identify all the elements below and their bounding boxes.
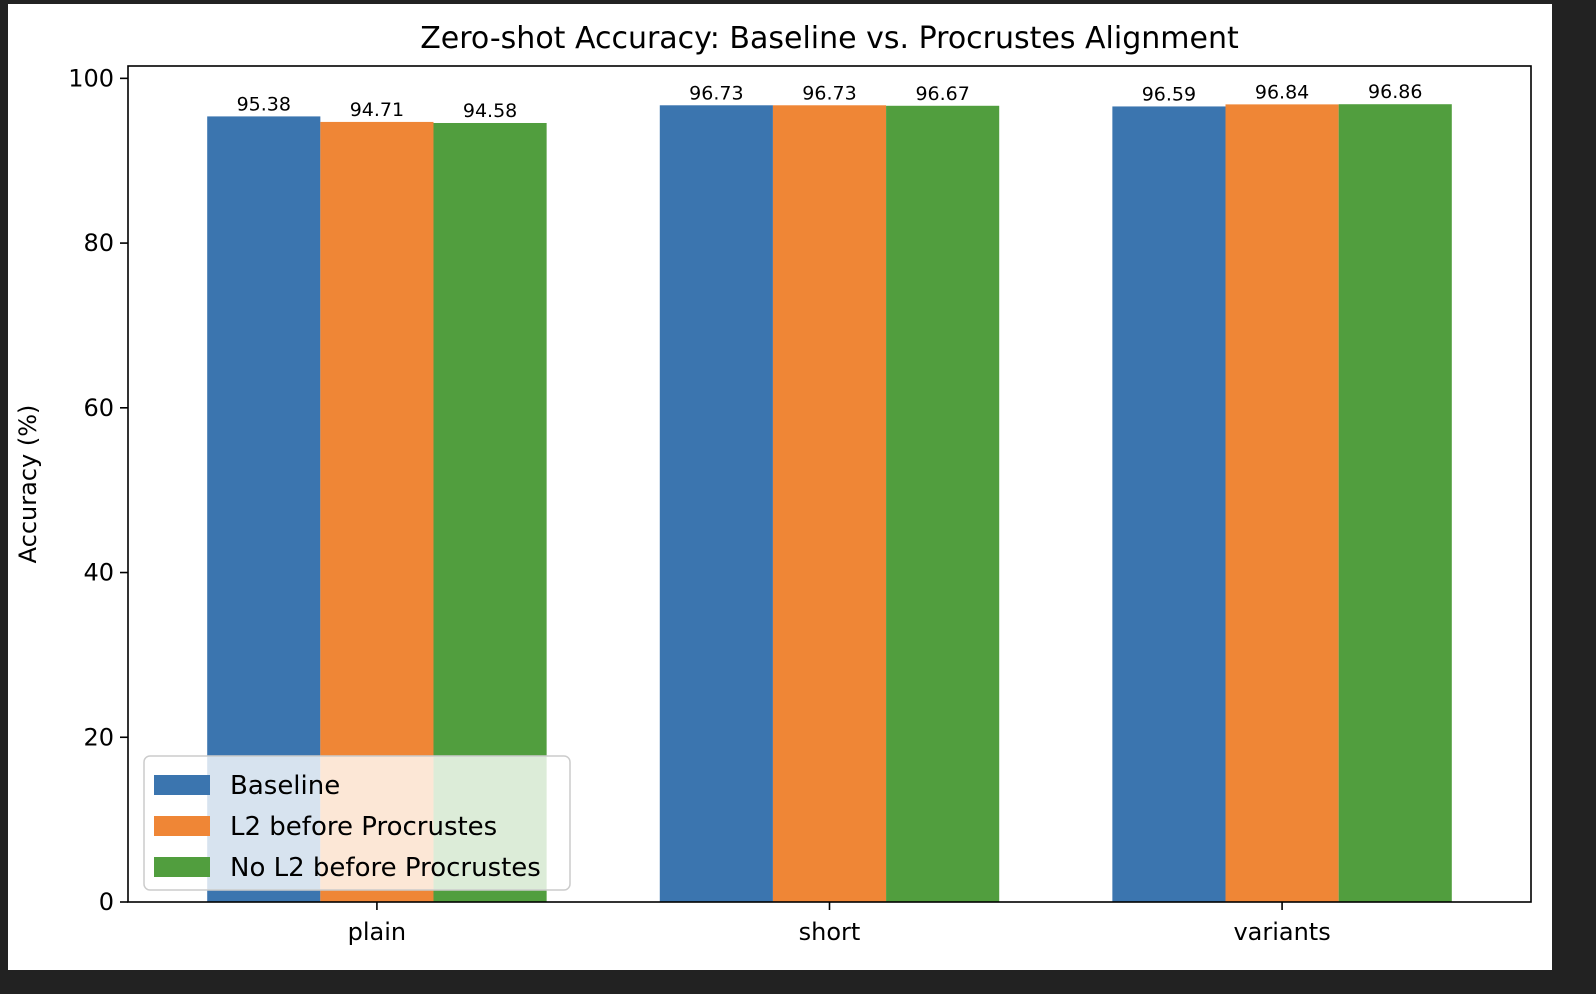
x-tick-label: variants [1233,918,1330,946]
legend-swatch [154,816,210,836]
y-tick-label: 20 [83,723,114,751]
x-tick-label: plain [348,918,407,946]
bar-value-label: 96.67 [915,83,969,105]
bar-value-label: 94.58 [463,100,517,122]
bar-value-label: 96.73 [689,82,743,104]
y-tick-label: 60 [83,394,114,422]
axes-layer: 0 20 40 60 80 100 plain short variants [68,64,1532,946]
bar [1225,104,1339,902]
bar [659,105,773,902]
bar-value-label: 96.86 [1368,81,1422,103]
legend-entry-label: Baseline [230,771,340,801]
figure: Zero-shot Accuracy: Baseline vs. Procrus… [8,4,1552,970]
bar-labels-layer: 95.38 94.71 94.58 96.73 96.73 96.67 96.59 96.84… [237,81,1423,122]
y-tick-label: 80 [83,229,114,257]
bar [886,105,1000,903]
bar [1338,104,1452,902]
bar [772,105,887,902]
y-tick-label: 40 [83,559,114,587]
legend-box [143,755,571,891]
legend: Baseline L2 before Procrustes No L2 before… [143,755,571,891]
bars-layer [207,104,1452,903]
bar-value-label: 95.38 [237,93,291,115]
bar-value-label: 96.73 [802,82,856,104]
bar-value-label: 94.71 [350,99,404,121]
legend-entry-label: No L2 before Procrustes [230,853,541,883]
y-axis-label: Accuracy (%) [14,405,42,564]
bar-value-label: 96.84 [1255,81,1309,103]
chart-title: Zero-shot Accuracy: Baseline vs. Procrus… [420,21,1239,56]
y-tick-label: 0 [99,888,114,916]
legend-swatch [154,775,210,795]
bar [1112,106,1226,903]
bar-chart: Zero-shot Accuracy: Baseline vs. Procrus… [14,21,1532,946]
legend-entry-label: L2 before Procrustes [230,812,497,842]
legend-swatch [154,857,210,877]
bar-value-label: 96.59 [1142,83,1196,105]
x-tick-label: short [799,918,861,946]
y-tick-label: 100 [68,64,114,92]
